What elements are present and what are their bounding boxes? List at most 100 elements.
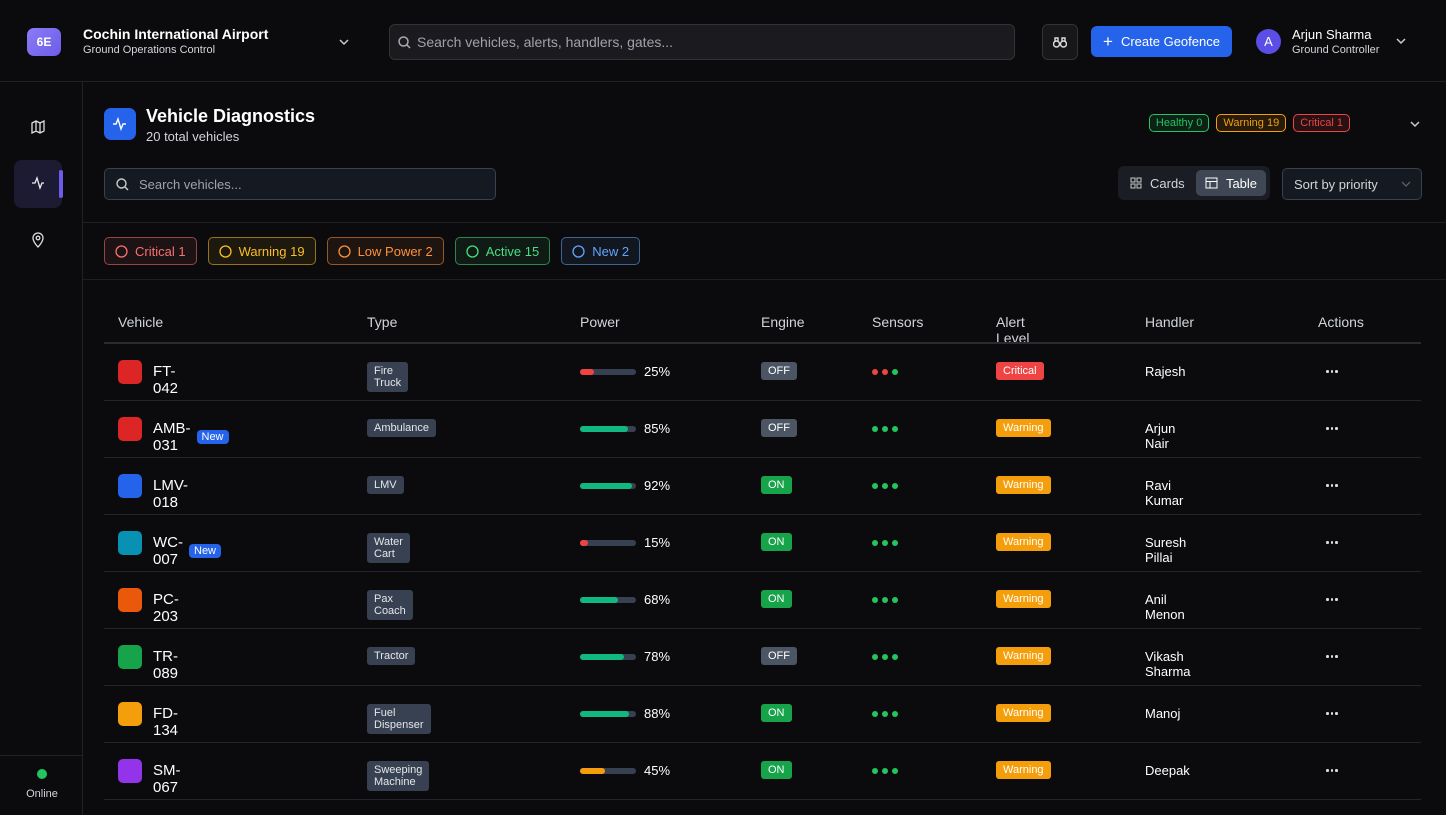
map-nav[interactable] — [31, 120, 45, 134]
power-label: 25% — [644, 364, 671, 379]
row-actions[interactable] — [1326, 541, 1338, 545]
action-dot — [1326, 541, 1329, 544]
action-dot — [1326, 484, 1329, 487]
action-dot — [1326, 370, 1329, 373]
filter-chip[interactable]: Warning 19 — [207, 237, 316, 265]
airport-dropdown[interactable] — [338, 36, 350, 48]
logo: 6E — [27, 28, 61, 56]
action-dot — [1335, 769, 1338, 772]
row-separator — [104, 571, 1421, 572]
filter-chip[interactable]: Active 15 — [454, 237, 551, 265]
row-actions[interactable] — [1326, 712, 1338, 716]
handler: Deepak — [1145, 763, 1190, 778]
row-actions[interactable] — [1326, 598, 1338, 602]
action-dot — [1326, 427, 1329, 430]
sensor-dot — [872, 711, 878, 717]
action-dot — [1330, 598, 1333, 601]
user-dropdown[interactable] — [1395, 35, 1407, 47]
global-search[interactable]: Search vehicles, alerts, handlers, gates… — [389, 24, 1015, 60]
handler: Arjun Nair — [1145, 421, 1176, 451]
filter-chip[interactable]: Critical 1 — [104, 237, 197, 265]
sidebar-divider — [0, 755, 82, 756]
power-label: 85% — [644, 421, 671, 436]
engine-tag: ON — [761, 533, 792, 551]
alert-tag: Warning — [996, 419, 1051, 437]
vehicle-icon — [118, 759, 142, 783]
summary-pills: Healthy 0 Warning 19 Critical 1 — [1148, 114, 1350, 132]
type-tag: Ambulance — [367, 419, 437, 437]
vehicle-search[interactable]: Search vehicles... — [104, 168, 496, 200]
chip-label: Warning 19 — [238, 243, 305, 259]
status-label: Online — [26, 788, 58, 800]
vehicle-icon — [118, 360, 142, 384]
cards-view[interactable]: Cards — [1122, 170, 1193, 196]
power-label: 15% — [644, 535, 671, 550]
vehicle-search-placeholder: Search vehicles... — [139, 177, 242, 192]
row-actions[interactable] — [1326, 655, 1338, 659]
row-actions[interactable] — [1326, 484, 1338, 488]
vehicle-id: FD-134 — [153, 705, 178, 739]
sensor-dot — [872, 768, 878, 774]
alert-tag: Warning — [996, 647, 1051, 665]
vehicle-id: PC-203 — [153, 591, 179, 625]
vehicle-id: LMV-018 — [153, 477, 188, 511]
chip-label: Active 15 — [485, 243, 540, 259]
location-nav[interactable] — [31, 232, 45, 248]
sensor-dot — [882, 540, 888, 546]
summary-pill: Critical 1 — [1293, 114, 1350, 132]
action-dot — [1330, 655, 1333, 658]
row-actions[interactable] — [1326, 427, 1338, 431]
sensor-dot — [892, 426, 898, 432]
vehicle-icon — [118, 702, 142, 726]
vehicle-id: FT-042 — [153, 363, 178, 397]
handler: Rajesh — [1145, 364, 1186, 379]
type-tag: LMV — [367, 476, 404, 494]
vehicle-name: SM-067 — [153, 762, 181, 796]
action-dot — [1330, 484, 1333, 487]
panel-collapse[interactable] — [1409, 118, 1421, 130]
action-dot — [1335, 598, 1338, 601]
row-actions[interactable] — [1326, 769, 1338, 773]
action-dot — [1330, 370, 1333, 373]
sensor-dot — [872, 369, 878, 375]
alert-tag: Warning — [996, 533, 1051, 551]
sensor-dot — [872, 654, 878, 660]
sensor-dot — [892, 540, 898, 546]
divider — [82, 279, 1446, 280]
type-tag: Fire Truck — [367, 362, 409, 392]
vehicle-id: WC-007 New — [153, 534, 222, 568]
sensor-dot — [882, 426, 888, 432]
sensor-dot — [872, 426, 878, 432]
action-dot — [1330, 541, 1333, 544]
filter-chip[interactable]: New 2 — [561, 237, 641, 265]
action-dot — [1335, 712, 1338, 715]
handler: Ravi Kumar — [1145, 478, 1184, 508]
row-actions[interactable] — [1326, 370, 1338, 374]
avatar[interactable]: A — [1256, 29, 1281, 54]
view-toggle: Cards Table — [1118, 166, 1270, 200]
action-dot — [1330, 769, 1333, 772]
engine-tag: OFF — [761, 647, 797, 665]
table-view[interactable]: Table — [1196, 170, 1266, 196]
power-bar — [580, 540, 589, 546]
create-geofence-button[interactable]: + Create Geofence — [1091, 26, 1232, 57]
sort-select[interactable]: Sort by priority — [1282, 168, 1422, 200]
power-label: 78% — [644, 649, 671, 664]
create-geofence-label: Create Geofence — [1120, 34, 1220, 49]
action-dot — [1335, 484, 1338, 487]
alert-tag: Critical — [996, 362, 1044, 380]
binoculars-button[interactable] — [1042, 24, 1078, 60]
sensor-dot — [872, 597, 878, 603]
handler: Suresh Pillai — [1145, 535, 1187, 565]
action-dot — [1326, 769, 1329, 772]
chip-icon — [466, 244, 479, 258]
sensor-dot — [892, 768, 898, 774]
new-badge: New — [189, 544, 222, 558]
alert-tag: Warning — [996, 761, 1051, 779]
filter-chip[interactable]: Low Power 2 — [326, 237, 444, 265]
summary-pill: Healthy 0 — [1148, 114, 1210, 132]
filter-chips: Critical 1 Warning 19 Low Power 2 Active 15… — [104, 237, 641, 265]
action-dot — [1326, 598, 1329, 601]
diagnostics-nav[interactable] — [14, 160, 62, 208]
